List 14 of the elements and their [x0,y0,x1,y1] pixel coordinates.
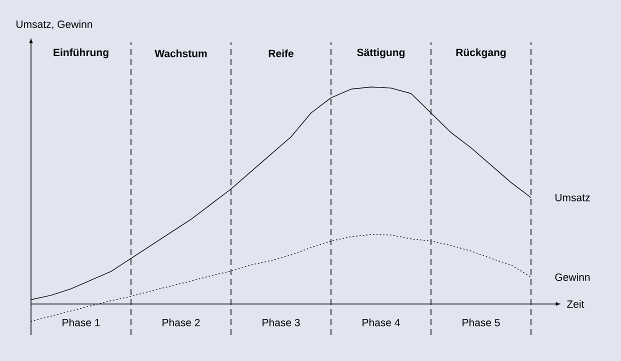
text: Umsatz [556,194,590,202]
text: Rückgang [456,48,506,58]
text: Gewinn [555,273,590,281]
annotation: Phase 2 [162,318,200,326]
text: Sättigung [357,48,405,58]
annotation: Phase 1 [62,318,100,326]
annotation: Phase 5 [462,318,500,326]
annotation: Phase 4 [362,318,400,326]
x-axis-title: Zeit [567,300,584,308]
text: Reife [268,49,294,58]
text: Umsatz, Gewinn [16,20,92,30]
annotation: Phase 3 [262,318,300,326]
text: Wachstum [154,49,207,58]
text: Einführung [54,48,108,58]
